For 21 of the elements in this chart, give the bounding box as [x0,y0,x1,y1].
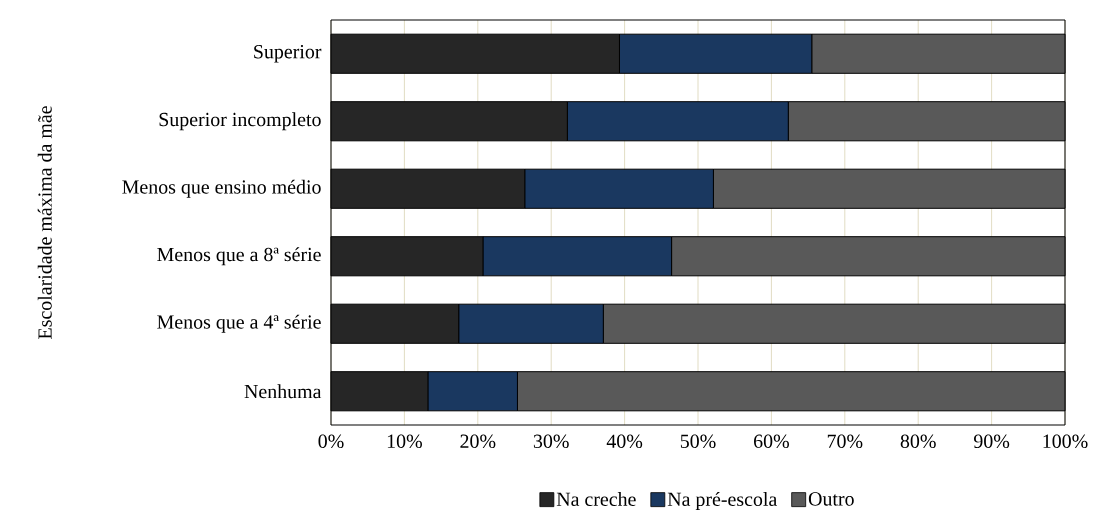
y-tick-label: Superior [254,45,322,63]
x-tick-label: 90% [973,434,1010,449]
y-tick-label: Menos que ensino médio [122,179,321,198]
y-tick-label: Menos que a 8ª série [157,247,321,266]
legend-label: Na creche [556,491,636,506]
x-tick-label: 100% [1043,434,1088,449]
x-tick-label: 0% [318,434,344,449]
y-tick-label: Nenhuma [244,384,322,399]
y-tick-label: Superior incompleto [159,112,321,131]
x-tick-label: 40% [606,434,643,449]
x-tick-label: 20% [460,434,496,449]
y-axis-title: Escolaridade máxima da mãe [37,106,52,339]
x-tick-label: 80% [900,434,936,449]
x-tick-label: 50% [680,434,716,449]
legend-label: Outro [808,492,854,506]
x-tick-label: 60% [754,434,789,449]
x-tick-label: 10% [387,434,422,449]
y-tick-label: Menos que a 4ª série [157,314,321,333]
legend-label: Na pré-escola [667,491,778,511]
x-tick-label: 30% [533,434,569,449]
x-tick-label: 70% [827,434,863,449]
